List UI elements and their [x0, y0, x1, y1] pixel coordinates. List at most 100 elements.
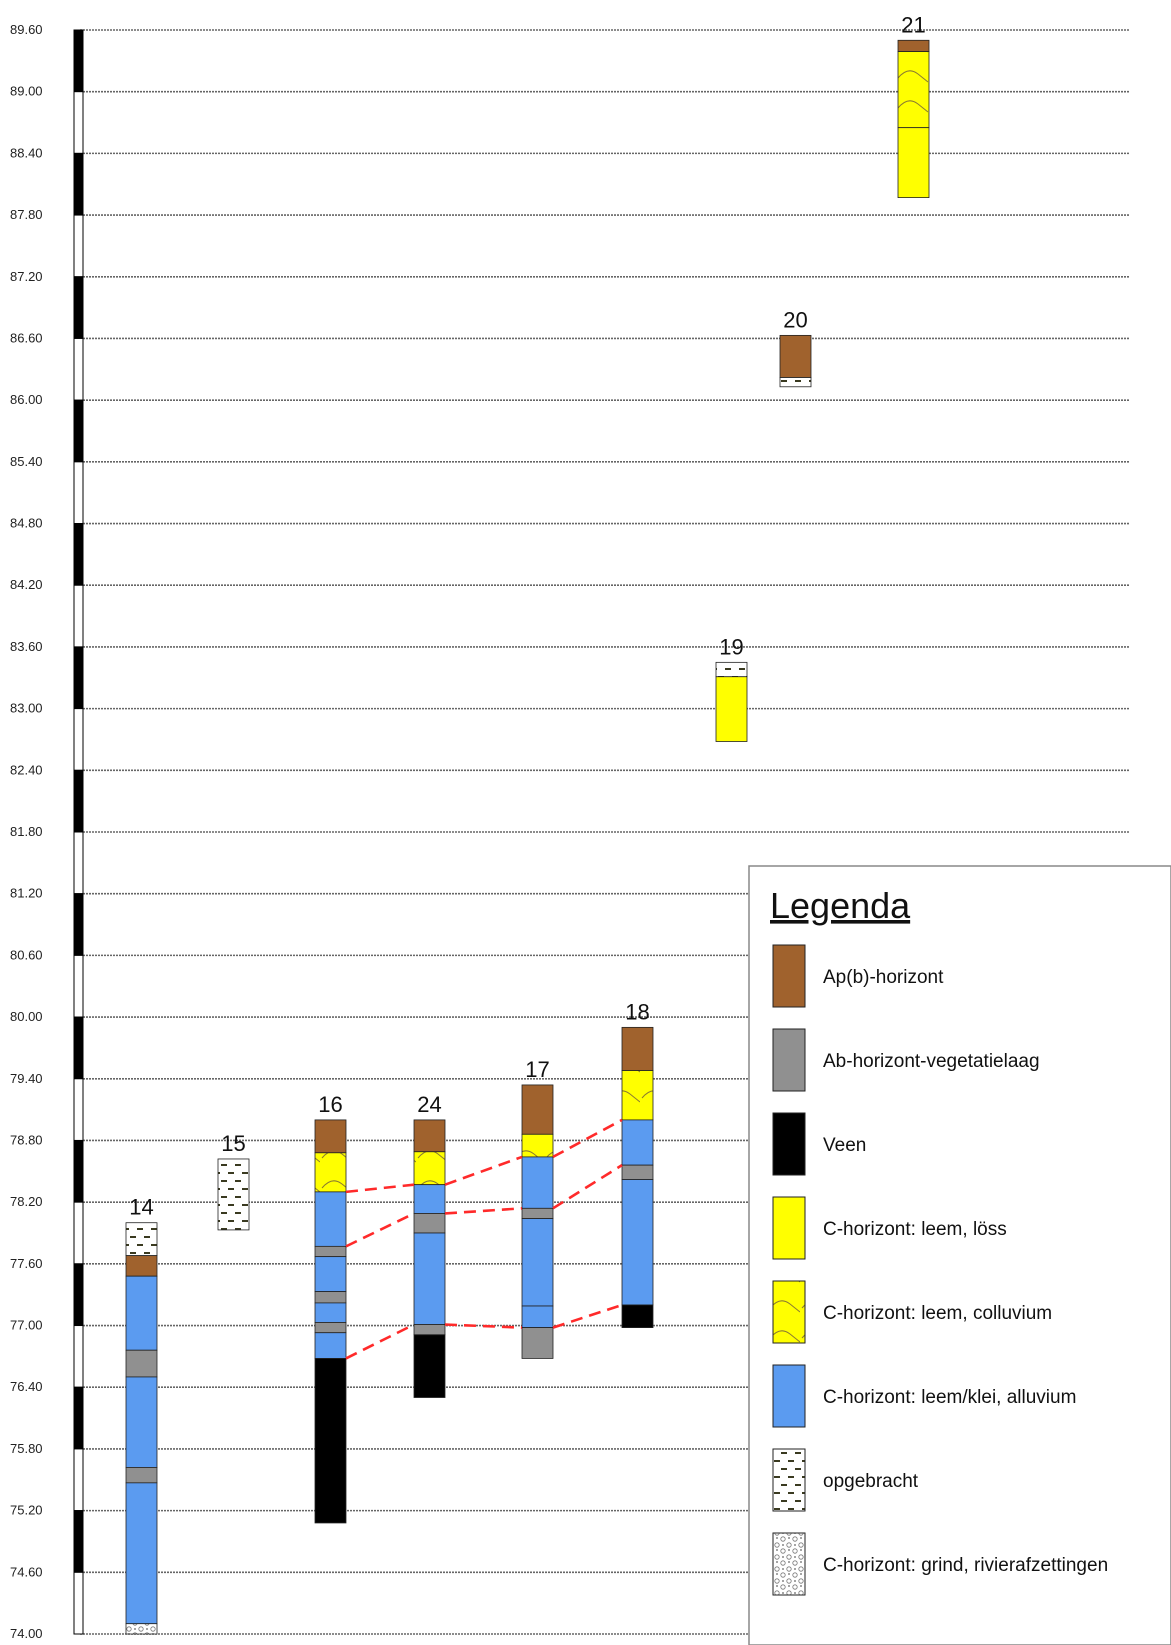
axis-scale-segment: [73, 523, 84, 586]
axis-scale-segment: [73, 646, 84, 710]
layer-Ab: [621, 1164, 654, 1180]
boring-id-label: 21: [901, 12, 925, 37]
boring-id-label: 24: [417, 1092, 441, 1117]
axis-scale-segment: [73, 152, 84, 216]
axis-scale-segment: [73, 1448, 84, 1512]
layer-Ab: [521, 1207, 554, 1220]
layer-Ab: [413, 1324, 446, 1336]
y-tick-label: 86.00: [10, 392, 43, 407]
layer-veen: [314, 1358, 347, 1524]
layer-Ab: [125, 1467, 158, 1484]
axis-scale-segment: [73, 584, 84, 648]
layer-alluvium: [314, 1256, 347, 1293]
axis-scale-segment: [73, 1016, 84, 1080]
legend-label: C-horizont: grind, rivierafzettingen: [823, 1555, 1108, 1576]
axis-scale-segment: [73, 1263, 84, 1327]
legend-swatch: [772, 1028, 806, 1092]
axis-scale-segment: [73, 708, 84, 771]
layer-Ap: [897, 39, 930, 52]
layer-Ab: [521, 1327, 554, 1359]
correlation-line-segment: [444, 1207, 523, 1215]
layer-loss: [715, 676, 748, 742]
boring-column-17: 17: [521, 1057, 554, 1359]
boring-id-label: 17: [525, 1057, 549, 1082]
layer-veen: [621, 1304, 654, 1328]
legend-swatch: [772, 1532, 806, 1596]
layer-grind: [125, 1623, 158, 1635]
layer-alluvium: [521, 1218, 554, 1307]
layer-colluvium: [621, 1070, 654, 1121]
boring-id-label: 16: [318, 1092, 342, 1117]
y-tick-label: 87.80: [10, 207, 43, 222]
boring-column-18: 18: [621, 999, 654, 1328]
y-tick-label: 86.60: [10, 330, 43, 345]
axis-scale-segment: [73, 276, 84, 339]
axis-scale-segment: [73, 1078, 84, 1141]
y-tick-label: 84.20: [10, 577, 43, 592]
elevation-axis: 89.60 89.00 88.40 87.80 87.20 86.60 86.00 85.40…: [10, 22, 84, 1641]
y-tick-label: 74.00: [10, 1626, 43, 1641]
axis-scale-segment: [73, 954, 84, 1018]
y-tick-label: 84.80: [10, 516, 43, 531]
y-tick-label: 87.20: [10, 269, 43, 284]
layer-opgebracht: [779, 377, 812, 388]
legend-frame: [748, 865, 1171, 1645]
layer-Ab: [314, 1322, 347, 1334]
legend-swatch: [772, 944, 806, 1008]
legend-item-loss: C-horizont: leem, löss: [772, 1196, 1007, 1260]
legend-item-Ap: Ap(b)-horizont: [772, 944, 944, 1008]
y-tick-label: 78.80: [10, 1132, 43, 1147]
axis-scale-segment: [73, 893, 84, 956]
legend-item-veen: Veen: [772, 1112, 866, 1176]
boring-column-15: 15: [217, 1131, 250, 1231]
axis-scale-segment: [73, 399, 84, 463]
legend-swatch: [772, 1280, 806, 1344]
correlation-line-segment: [552, 1303, 623, 1329]
axis-scale-segment: [73, 1571, 84, 1635]
boring-id-label: 19: [719, 634, 743, 659]
layer-opgebracht: [715, 661, 748, 678]
axis-scale-segment: [73, 337, 84, 401]
legend-item-grind: C-horizont: grind, rivierafzettingen: [772, 1532, 1108, 1596]
layer-veen: [413, 1334, 446, 1398]
layer-loss: [897, 127, 930, 198]
y-tick-label: 81.20: [10, 886, 43, 901]
correlation-line-segment: [552, 1164, 623, 1210]
legend-label: C-horizont: leem, löss: [823, 1219, 1007, 1240]
axis-scale-segment: [73, 831, 84, 895]
axis-scale-segment: [73, 29, 84, 93]
layer-Ap: [125, 1255, 158, 1277]
axis-scale-segment: [73, 1510, 84, 1573]
y-tick-label: 74.60: [10, 1564, 43, 1579]
layer-opgebracht: [217, 1158, 250, 1231]
y-tick-label: 83.60: [10, 639, 43, 654]
layer-Ab: [413, 1213, 446, 1234]
legend-label: C-horizont: leem, colluvium: [823, 1303, 1052, 1324]
layer-Ap: [779, 334, 812, 378]
correlation-lines: [345, 1118, 623, 1360]
correlation-line-segment: [444, 1323, 523, 1329]
boring-columns: 14 15 16 24 17 18 19 20 21: [125, 12, 930, 1635]
layer-alluvium: [125, 1275, 158, 1351]
layer-alluvium: [521, 1305, 554, 1328]
axis-scale-segment: [73, 91, 84, 154]
y-tick-label: 82.40: [10, 762, 43, 777]
y-tick-label: 85.40: [10, 454, 43, 469]
legend-label: opgebracht: [823, 1471, 919, 1492]
layer-alluvium: [125, 1376, 158, 1468]
axis-scale-segment: [73, 1139, 84, 1203]
layer-alluvium: [125, 1482, 158, 1625]
y-tick-label: 78.20: [10, 1194, 43, 1209]
layer-alluvium: [413, 1184, 446, 1214]
boring-id-label: 18: [625, 999, 649, 1024]
y-tick-label: 89.00: [10, 84, 43, 99]
axis-scale-segment: [73, 461, 84, 525]
y-tick-label: 77.60: [10, 1256, 43, 1271]
legend-swatch: [772, 1196, 806, 1260]
boring-column-16: 16: [314, 1092, 347, 1524]
layer-colluvium: [521, 1133, 554, 1158]
y-tick-label: 88.40: [10, 145, 43, 160]
y-tick-label: 75.20: [10, 1503, 43, 1518]
legend-swatch: [772, 1364, 806, 1428]
